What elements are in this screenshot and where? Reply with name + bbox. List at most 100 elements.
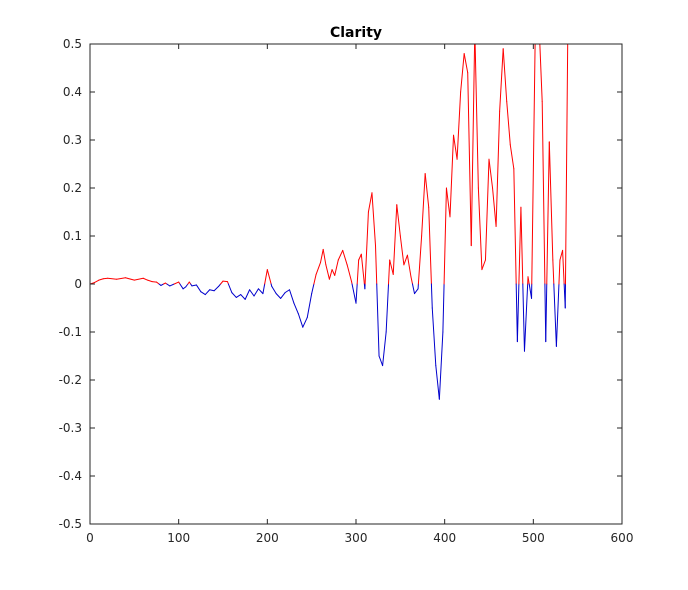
series-segment-negative — [435, 365, 440, 400]
series-segment-negative — [227, 283, 233, 294]
series-segment-positive — [509, 144, 515, 170]
series-segment-negative — [262, 283, 266, 295]
series-segment-negative — [306, 293, 313, 319]
series-segment-negative — [280, 292, 286, 299]
series-segment-positive — [492, 187, 497, 227]
series-segment-positive — [456, 91, 462, 160]
series-segment-negative — [376, 283, 380, 357]
series-segment-positive — [399, 235, 405, 266]
series-segment-positive — [559, 249, 564, 261]
series-segment-positive — [463, 53, 469, 74]
series-segment-negative — [289, 289, 295, 304]
series-segment-positive — [453, 134, 458, 160]
series-segment-positive — [356, 259, 360, 285]
series-segment-negative — [430, 283, 433, 309]
series-segment-positive — [548, 141, 554, 261]
series-segment-positive — [449, 134, 455, 218]
series-segment-positive — [315, 261, 322, 275]
series-segment-positive — [389, 259, 394, 275]
series-segment-positive — [334, 259, 339, 276]
series-segment-positive — [173, 281, 180, 285]
series-segment-negative — [191, 284, 197, 287]
series-segment-negative — [297, 313, 304, 328]
series-segment-negative — [284, 289, 290, 294]
y-tick-label: 0 — [74, 277, 82, 291]
y-tick-label: -0.3 — [59, 421, 82, 435]
x-tick-label: 600 — [611, 531, 634, 545]
series-segment-negative — [378, 355, 384, 367]
y-tick-label: 0.5 — [63, 37, 82, 51]
series-segment-positive — [124, 277, 135, 281]
series-segment-negative — [185, 283, 189, 288]
series-segment-negative — [523, 283, 529, 352]
series-segment-negative — [271, 285, 277, 295]
series-segment-positive — [107, 277, 118, 280]
series-segment-positive — [546, 141, 550, 285]
series-segment-positive — [392, 204, 398, 275]
series-segment-negative — [355, 283, 358, 304]
series-segment-positive — [337, 249, 344, 261]
series-segment-positive — [142, 277, 149, 281]
series-segment-positive — [541, 101, 546, 285]
series-segment-negative — [169, 283, 175, 287]
series-segment-negative — [555, 283, 560, 347]
series-segment-positive — [375, 245, 378, 285]
series-segment-positive — [428, 206, 432, 285]
series-segment-positive — [406, 254, 412, 278]
series-segment-positive — [266, 269, 272, 285]
y-tick-label: 0.4 — [63, 85, 82, 99]
x-tick-label: 100 — [167, 531, 190, 545]
x-tick-label: 400 — [433, 531, 456, 545]
series-segment-positive — [322, 248, 327, 266]
series-segment-negative — [275, 293, 282, 299]
series-segment-positive — [342, 249, 348, 266]
series-segment-positive — [424, 173, 430, 208]
series-segment-positive — [93, 279, 100, 284]
series-segment-positive — [460, 53, 465, 93]
series-segment-negative — [438, 331, 444, 400]
series-segment-positive — [220, 280, 224, 285]
series-segment-positive — [403, 254, 408, 266]
series-segment-negative — [302, 317, 308, 328]
series-segment-positive — [388, 259, 391, 285]
series-segment-negative — [545, 283, 548, 343]
series-segment-positive — [527, 276, 530, 285]
series-segment-positive — [98, 278, 104, 281]
y-tick-label: 0.1 — [63, 229, 82, 243]
series-segment-positive — [481, 259, 486, 271]
series-segment-negative — [553, 283, 557, 347]
series-segment-positive — [539, 44, 543, 103]
y-tick-label: -0.1 — [59, 325, 82, 339]
series-segment-positive — [421, 173, 426, 237]
series-segment-negative — [195, 284, 202, 293]
series-segment-positive — [364, 211, 369, 285]
series-segment-positive — [320, 248, 324, 263]
y-tick-label: 0.3 — [63, 133, 82, 147]
series-segment-negative — [411, 283, 416, 295]
series-segment-positive — [328, 269, 333, 280]
series-segment-positive — [467, 72, 472, 247]
series-segment-positive — [264, 269, 268, 285]
series-segment-positive — [562, 249, 565, 285]
series-segment-negative — [522, 283, 525, 352]
series-segment-negative — [385, 283, 390, 333]
series-segment-positive — [358, 253, 362, 261]
series-segment-negative — [213, 285, 220, 292]
series-segment-negative — [253, 288, 259, 297]
series-segment-negative — [431, 307, 437, 367]
series-segment-positive — [552, 259, 555, 285]
series-segment-negative — [311, 283, 315, 295]
series-segment-negative — [240, 294, 246, 300]
series-segment-negative — [293, 302, 299, 315]
series-segment-positive — [506, 101, 511, 146]
chart-title: Clarity — [330, 25, 382, 41]
series-segment-negative — [516, 283, 520, 343]
series-segment-negative — [442, 283, 445, 333]
series-segment-positive — [513, 168, 517, 285]
series-segment-positive — [495, 110, 501, 227]
series-segment-positive — [534, 44, 536, 45]
series-segment-positive — [116, 277, 126, 280]
series-segment-negative — [382, 331, 387, 367]
series-segment-negative — [235, 294, 242, 298]
